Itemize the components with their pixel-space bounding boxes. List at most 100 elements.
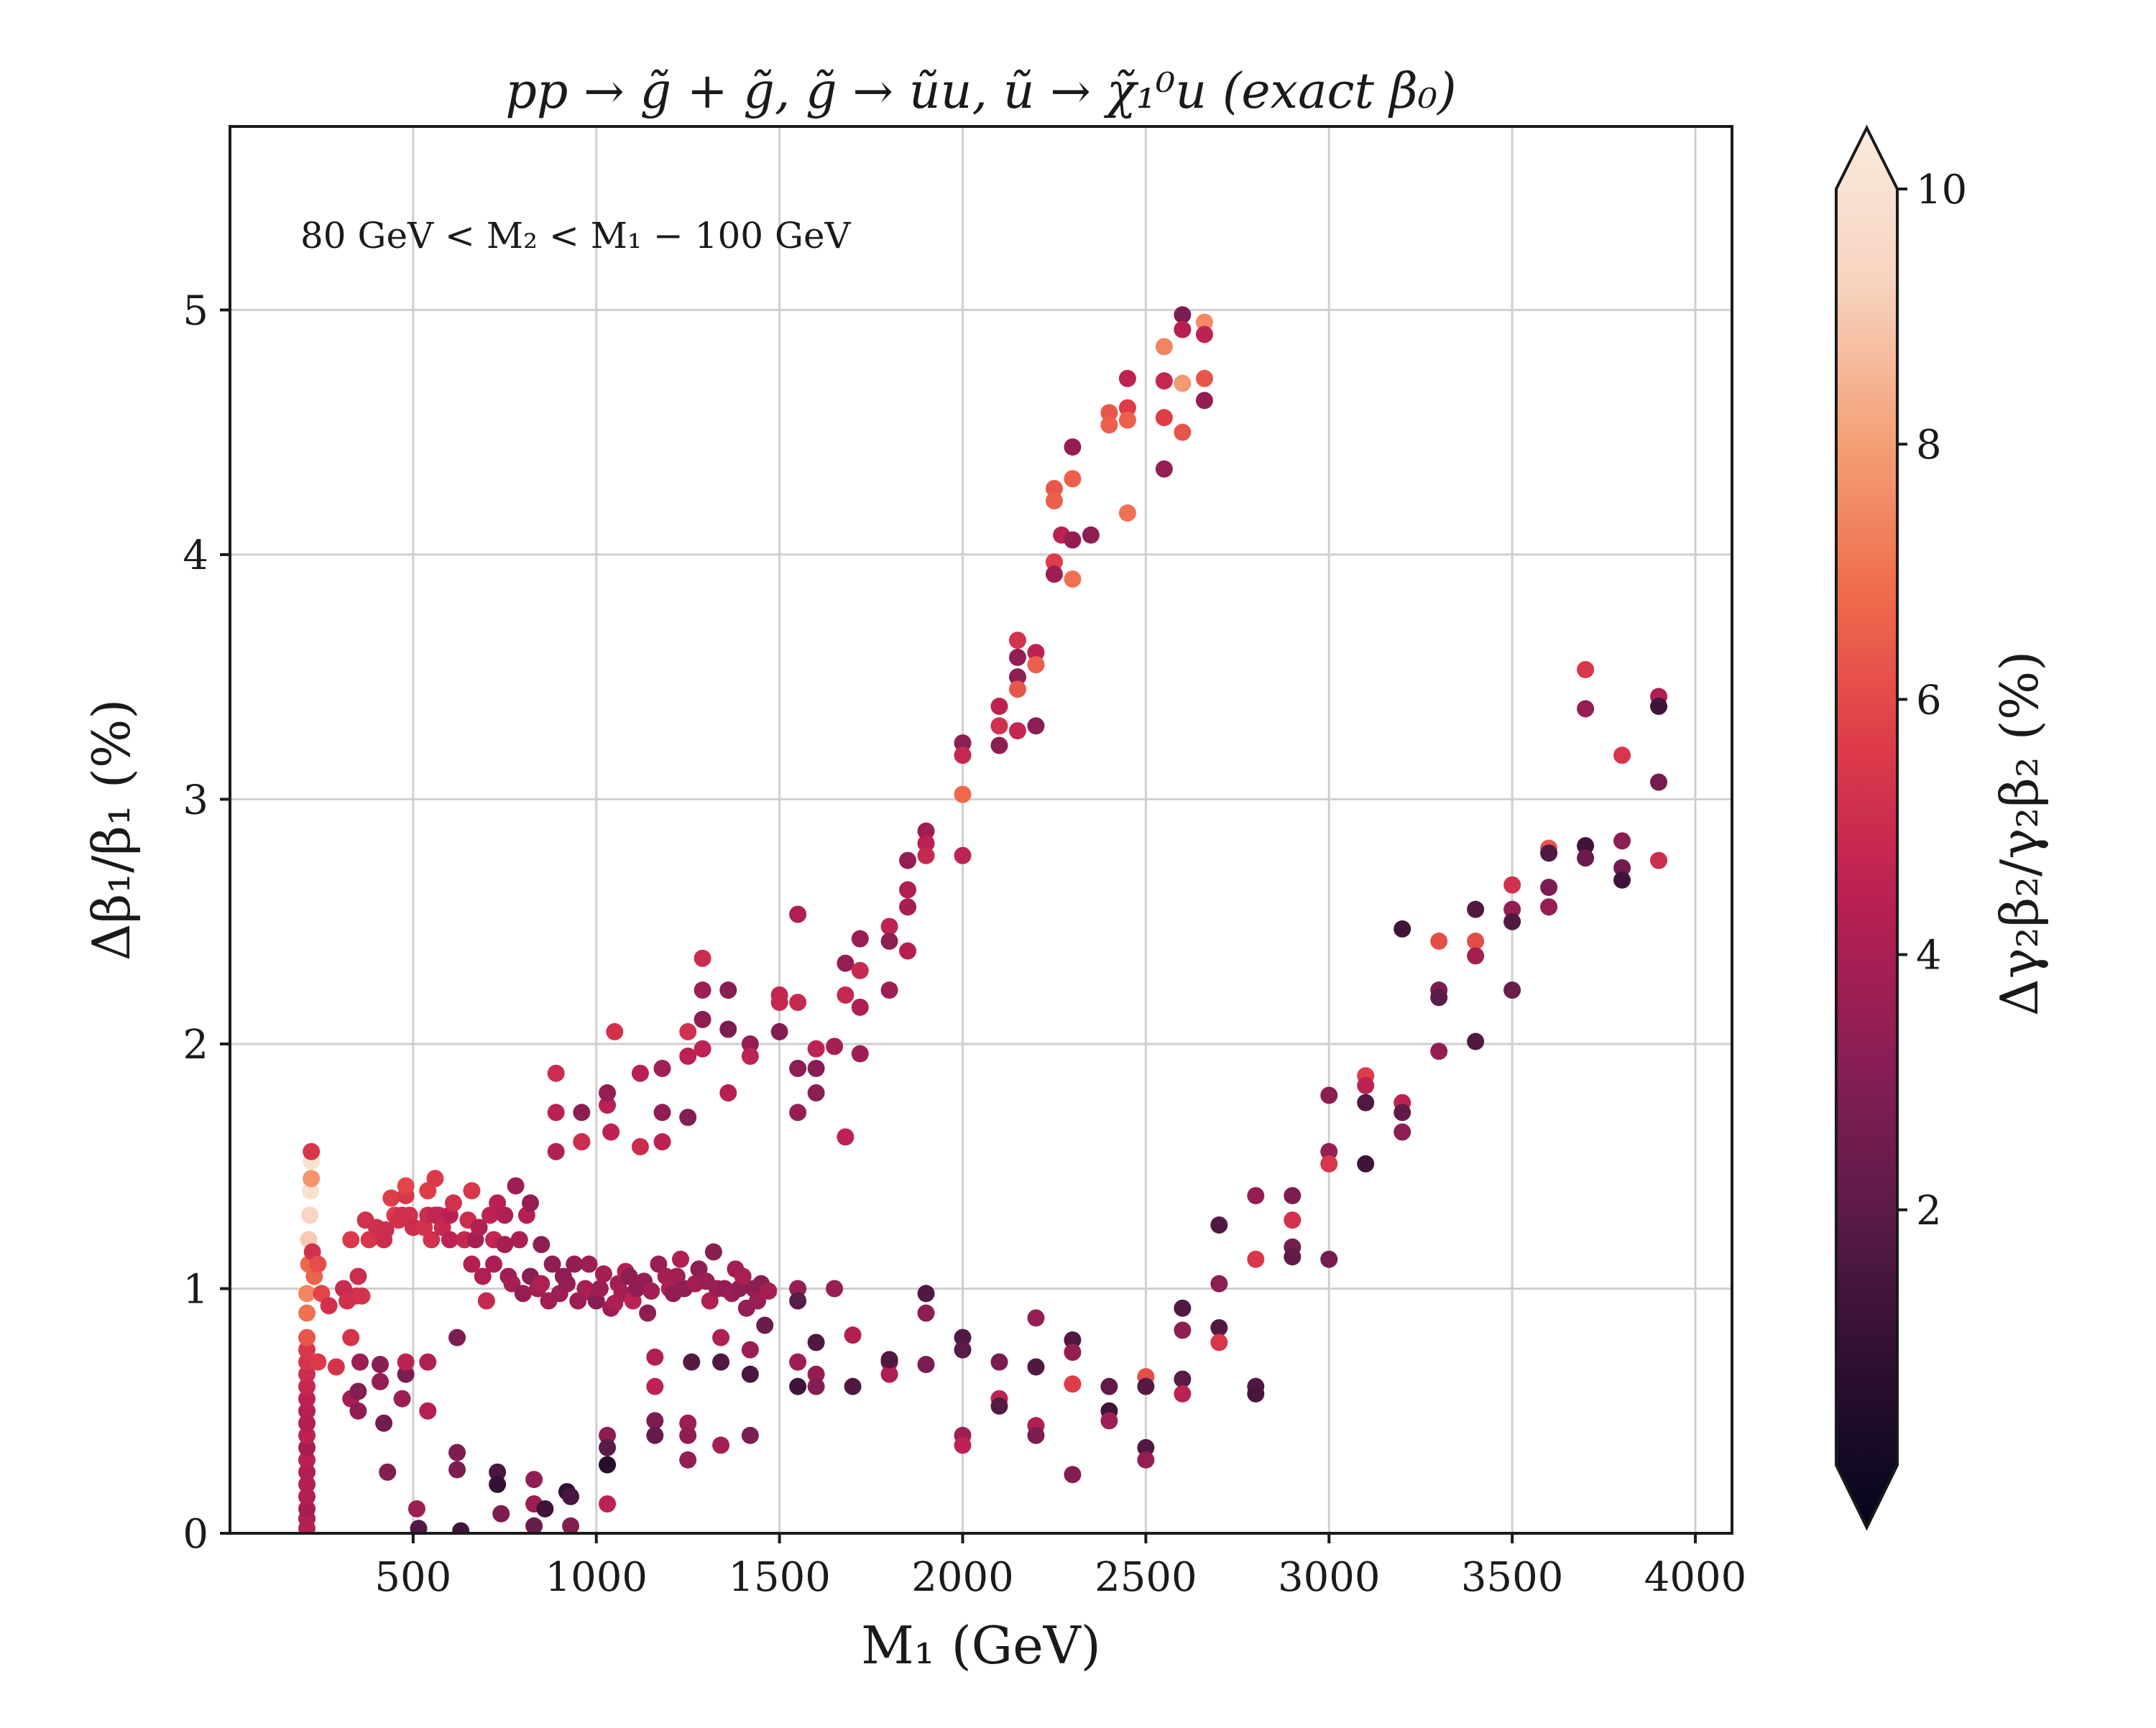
- data-point: [789, 1353, 807, 1371]
- data-point: [770, 1022, 788, 1040]
- data-point: [1064, 1331, 1082, 1349]
- data-point: [954, 1341, 972, 1359]
- data-point: [301, 1206, 319, 1224]
- data-point: [573, 1104, 591, 1122]
- data-point: [1613, 859, 1631, 877]
- data-point: [1393, 1123, 1411, 1141]
- data-point: [351, 1353, 369, 1371]
- data-point: [1174, 1370, 1192, 1388]
- data-point: [917, 1304, 935, 1322]
- data-point: [954, 785, 972, 803]
- data-point: [1027, 1426, 1045, 1444]
- data-point: [741, 1035, 759, 1053]
- data-point: [954, 734, 972, 752]
- data-point: [1008, 680, 1026, 698]
- data-point: [741, 1365, 759, 1383]
- data-point: [880, 1365, 898, 1383]
- data-point: [298, 1426, 316, 1444]
- data-point: [463, 1255, 481, 1273]
- data-point: [749, 1292, 767, 1310]
- data-point: [760, 1282, 778, 1300]
- data-point: [599, 1084, 617, 1102]
- data-point: [470, 1219, 488, 1237]
- data-point: [1100, 404, 1118, 422]
- data-point: [298, 1365, 316, 1383]
- colorbar-ticks: 2 4 6 8 10: [1897, 167, 1967, 1234]
- data-point: [917, 1356, 935, 1374]
- data-point: [1064, 1375, 1082, 1393]
- data-point: [298, 1414, 316, 1432]
- data-point: [1027, 1358, 1045, 1376]
- data-point: [917, 834, 935, 852]
- data-point: [844, 1326, 862, 1344]
- data-point: [646, 1377, 664, 1395]
- data-point: [631, 1137, 649, 1155]
- chart-title: pp → g̃ + g̃, g̃ → ũu, ũ → χ̃₁⁰u (exact …: [505, 63, 1456, 120]
- data-point: [377, 1221, 395, 1239]
- data-point: [558, 1275, 576, 1293]
- y-tick-label: 5: [183, 287, 208, 334]
- data-point: [990, 717, 1008, 735]
- data-point: [837, 1128, 854, 1146]
- data-point: [533, 1236, 550, 1254]
- data-point: [837, 954, 854, 972]
- data-point: [397, 1365, 415, 1383]
- data-point: [712, 1329, 730, 1346]
- data-point: [880, 1351, 898, 1369]
- data-point: [1100, 1412, 1118, 1430]
- data-point: [452, 1522, 470, 1533]
- data-point: [1082, 526, 1100, 544]
- data-point: [444, 1194, 462, 1212]
- data-point: [1100, 416, 1118, 434]
- data-point: [1210, 1275, 1228, 1293]
- data-point: [1118, 399, 1136, 417]
- data-point: [672, 1250, 689, 1268]
- data-point: [349, 1267, 367, 1285]
- data-point: [448, 1461, 466, 1479]
- data-point: [298, 1304, 316, 1322]
- data-point: [1195, 325, 1213, 343]
- data-point: [492, 1505, 510, 1523]
- data-point: [489, 1463, 507, 1481]
- data-point: [679, 1426, 697, 1444]
- data-point: [1320, 1155, 1338, 1173]
- data-point: [599, 1495, 617, 1513]
- data-point: [1613, 832, 1631, 850]
- data-point: [1174, 320, 1192, 338]
- data-point: [1357, 1094, 1375, 1112]
- data-point: [1650, 773, 1668, 791]
- data-point: [298, 1377, 316, 1395]
- data-point: [642, 1282, 660, 1300]
- data-point: [448, 1443, 466, 1461]
- data-point: [1393, 1104, 1411, 1122]
- data-point: [1008, 648, 1026, 666]
- data-point: [407, 1500, 425, 1517]
- data-point: [419, 1353, 437, 1371]
- data-point: [789, 1292, 807, 1310]
- data-point: [990, 1397, 1008, 1415]
- x-tick-label: 3000: [1278, 1554, 1381, 1601]
- data-point: [734, 1267, 752, 1285]
- data-point: [562, 1487, 580, 1505]
- data-point: [1247, 1187, 1265, 1205]
- data-point: [1503, 981, 1521, 999]
- data-point: [536, 1500, 554, 1517]
- data-point: [503, 1275, 521, 1293]
- data-point: [1195, 313, 1213, 331]
- data-point: [298, 1463, 316, 1481]
- data-point: [826, 1280, 844, 1298]
- data-point: [372, 1372, 389, 1390]
- data-point: [1247, 1250, 1265, 1268]
- data-point: [851, 961, 869, 979]
- y-tick-label: 1: [183, 1266, 208, 1313]
- data-point: [489, 1475, 507, 1493]
- data-point: [349, 1382, 367, 1400]
- data-point: [382, 1189, 400, 1207]
- data-point: [419, 1402, 437, 1420]
- data-point: [807, 1365, 825, 1383]
- data-point: [349, 1402, 367, 1420]
- data-point: [397, 1177, 415, 1195]
- y-tick-label: 4: [183, 532, 208, 579]
- data-point: [562, 1517, 580, 1533]
